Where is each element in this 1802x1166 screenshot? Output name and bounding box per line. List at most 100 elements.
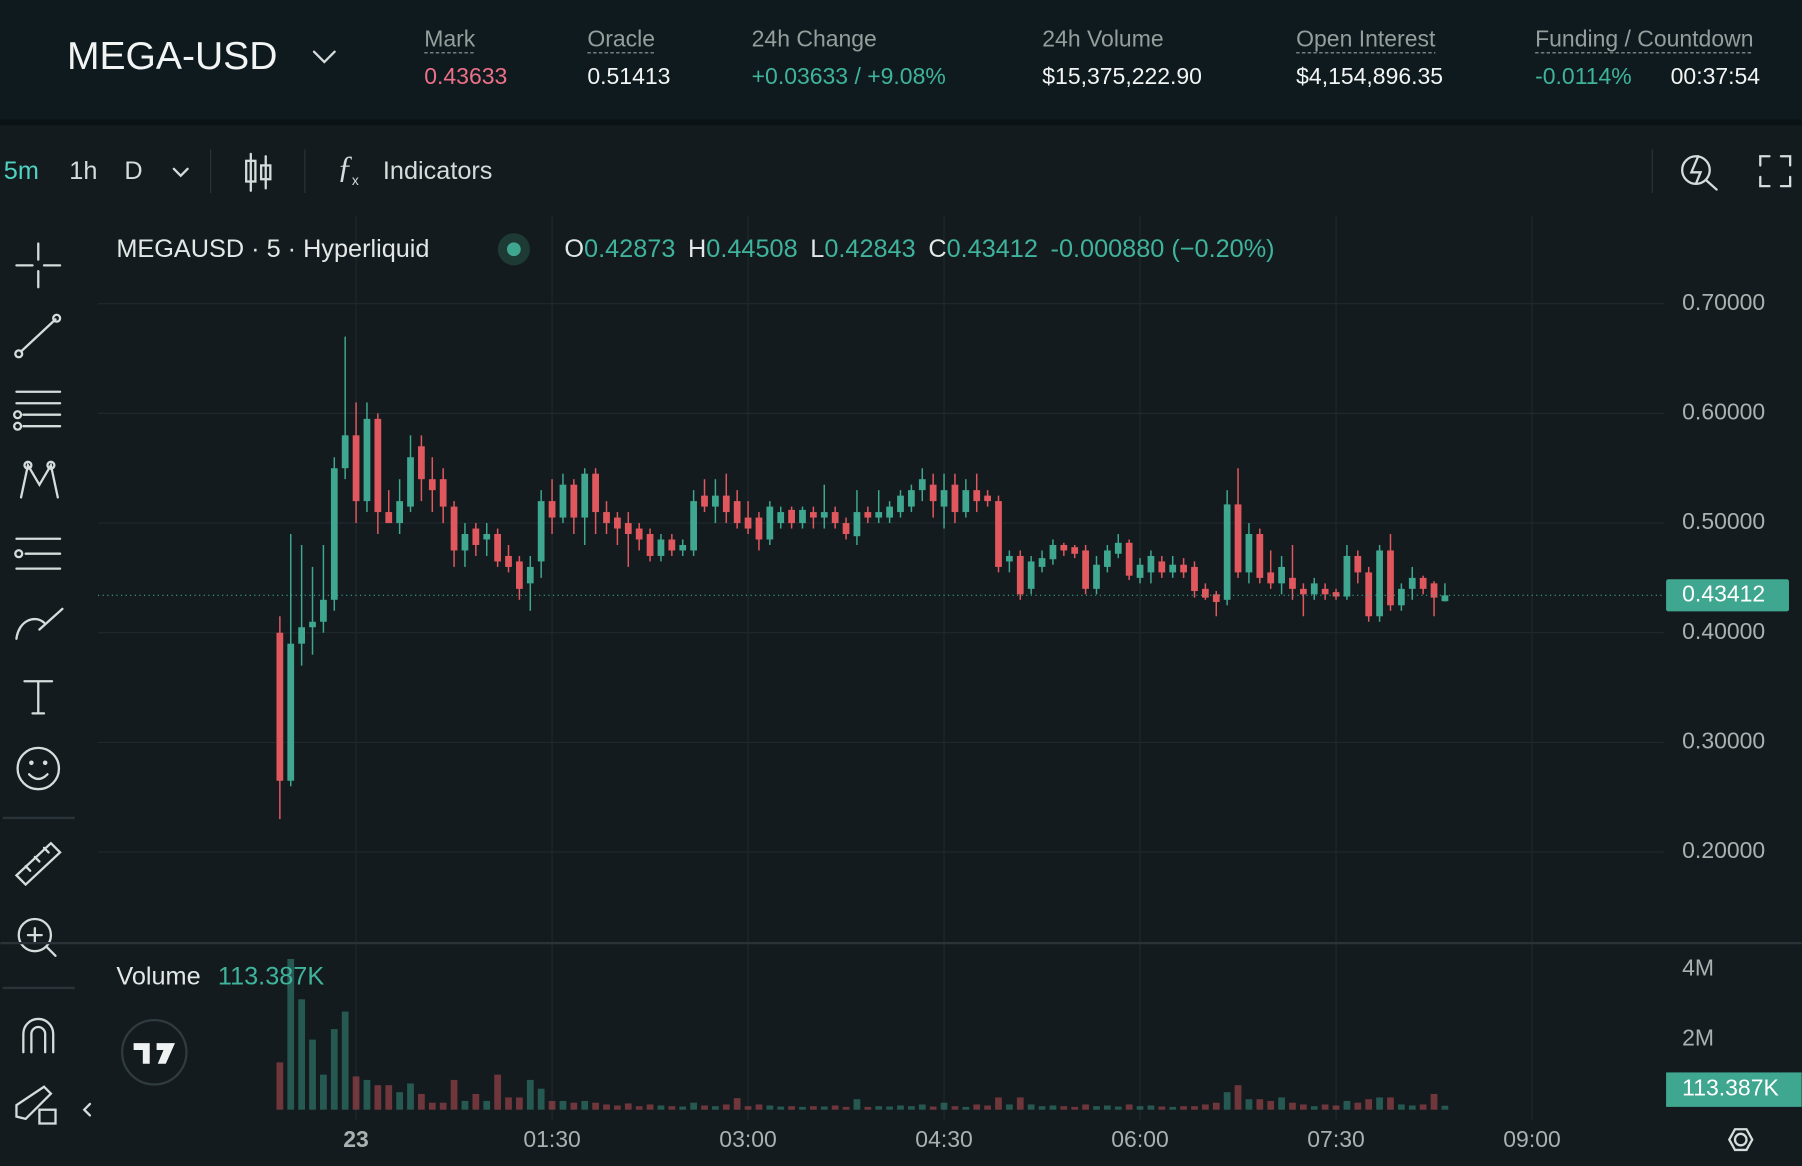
legend-key: C	[928, 235, 946, 263]
volume-bar	[668, 1106, 676, 1110]
volume-bar	[1201, 1104, 1209, 1110]
volume-bar	[1310, 1106, 1318, 1110]
volume-bar	[1158, 1106, 1166, 1110]
volume-bar	[940, 1102, 948, 1110]
trendline-tool[interactable]	[14, 313, 62, 359]
candle-body	[1114, 542, 1122, 554]
volume-bar	[886, 1106, 893, 1110]
candle-body	[777, 512, 785, 524]
volume-bar	[995, 1097, 1002, 1110]
candle-body	[820, 512, 828, 518]
candle-body	[755, 517, 763, 540]
volume-bar	[614, 1105, 621, 1110]
volume-bar	[918, 1104, 926, 1110]
measure-tool[interactable]	[14, 841, 62, 887]
candle-body	[548, 501, 556, 518]
alert-button[interactable]	[1681, 155, 1718, 191]
candle-body	[374, 418, 382, 513]
volume-bar	[1212, 1102, 1220, 1110]
stat-value: +0.03633 / +9.08%	[752, 63, 946, 89]
volume-legend: Volume	[116, 962, 200, 990]
volume-bar	[1082, 1104, 1089, 1110]
candle-body	[439, 479, 447, 507]
volume-bar	[1343, 1100, 1351, 1110]
emoji-tool[interactable]	[16, 746, 61, 791]
candle-body	[1332, 592, 1340, 597]
interval-1h[interactable]: 1h	[69, 157, 97, 185]
y-tick-label: 0.30000	[1682, 727, 1765, 753]
legend-key: H	[688, 235, 706, 263]
candle-body	[1245, 534, 1253, 573]
volume-bar	[864, 1106, 872, 1110]
market-title[interactable]: MEGA-USD	[67, 35, 277, 78]
tradingview-logo[interactable]	[120, 1018, 188, 1086]
volume-bar	[962, 1106, 970, 1110]
crosshair-tool[interactable]	[15, 242, 62, 289]
candle-body	[483, 534, 491, 540]
magnet-tool[interactable]	[22, 1017, 55, 1054]
volume-bar	[592, 1102, 599, 1110]
volume-bar	[744, 1106, 752, 1110]
candle-body	[744, 517, 752, 529]
stat-value: -0.0114%	[1535, 63, 1632, 89]
pattern-tool[interactable]	[19, 460, 59, 499]
volume-bar	[951, 1106, 959, 1110]
candle-body	[1310, 583, 1318, 595]
volume-bar	[276, 1062, 284, 1110]
candle-body	[1419, 577, 1427, 589]
indicators-button[interactable]: Indicators	[383, 157, 493, 185]
volume-bar	[1169, 1106, 1177, 1110]
candle-body	[1049, 544, 1057, 560]
candle-body	[298, 627, 306, 644]
indicators-icon[interactable]: ƒ	[337, 148, 353, 184]
interval-dropdown[interactable]	[172, 167, 189, 178]
fullscreen-button[interactable]	[1759, 155, 1792, 188]
candle-body	[537, 501, 545, 562]
volume-legend-value: 113.387K	[218, 962, 324, 990]
candle-body	[668, 539, 676, 551]
candle-body	[352, 435, 360, 502]
lock-tool[interactable]	[15, 1085, 57, 1125]
candle-body	[1147, 555, 1155, 573]
volume-bar	[1049, 1105, 1057, 1110]
volume-bar	[1071, 1106, 1079, 1110]
market-dropdown[interactable]	[312, 50, 336, 64]
volume-bar	[352, 1076, 360, 1110]
stat-value: 0.43633	[424, 63, 507, 89]
legend-value: 0.43412	[947, 235, 1038, 263]
zoom-tool[interactable]	[17, 917, 57, 957]
text-tool[interactable]	[23, 680, 54, 715]
candle-body	[309, 621, 316, 628]
candle-body	[995, 501, 1002, 567]
candle-body	[897, 495, 904, 513]
candle-body	[1158, 561, 1166, 573]
candle-body	[1267, 572, 1275, 584]
volume-bar	[1354, 1102, 1362, 1110]
interval-5m[interactable]: 5m	[4, 157, 39, 185]
candle-body	[516, 561, 523, 589]
volume-bar	[385, 1085, 393, 1110]
volume-bar	[722, 1104, 730, 1110]
candle-body	[1278, 566, 1285, 584]
volume-bar	[418, 1093, 425, 1110]
brush-tool[interactable]	[15, 607, 64, 640]
candle-body	[1071, 547, 1079, 554]
chart-type-button[interactable]	[245, 152, 272, 192]
candle-body	[1016, 555, 1024, 595]
candle-body	[1256, 534, 1264, 578]
settings-button[interactable]	[1727, 1128, 1754, 1152]
collapse-button[interactable]	[82, 1102, 92, 1117]
candle-body	[984, 495, 991, 502]
volume-bar	[287, 959, 295, 1110]
volume-bar	[1006, 1104, 1013, 1110]
volume-bar	[1245, 1099, 1253, 1110]
candle-body	[428, 479, 436, 491]
forecast-tool[interactable]	[14, 537, 62, 570]
x-tick-label: 04:30	[915, 1126, 972, 1152]
candle-body	[810, 512, 817, 518]
interval-d[interactable]: D	[124, 157, 142, 185]
fib-tool[interactable]	[13, 390, 62, 431]
candle-body	[1027, 561, 1035, 589]
candle-body	[276, 632, 284, 781]
